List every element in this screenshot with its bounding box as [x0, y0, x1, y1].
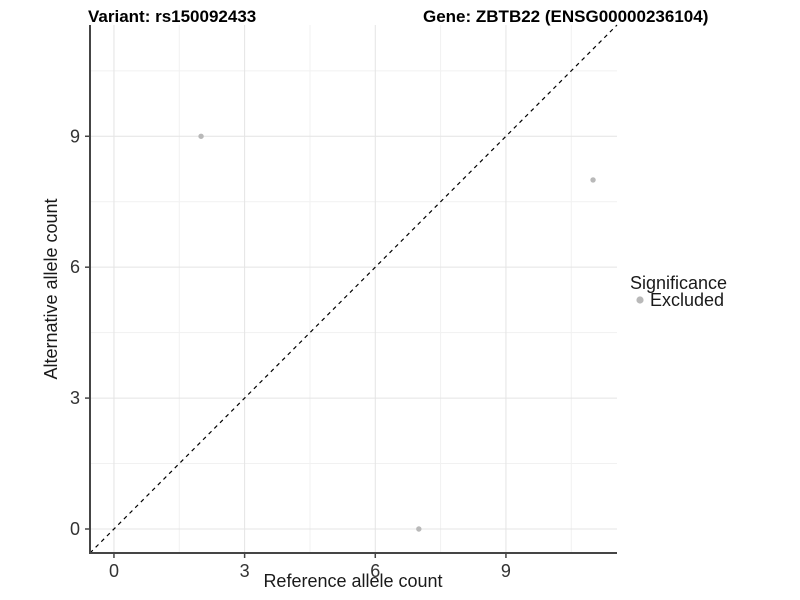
x-axis-title: Reference allele count	[263, 571, 442, 591]
data-point	[416, 526, 422, 532]
legend: Significance Excluded	[630, 273, 727, 310]
identity-line-layer	[89, 24, 618, 554]
identity-line	[89, 24, 618, 554]
tick-marks-layer	[85, 135, 507, 558]
x-tick-label: 6	[370, 561, 380, 581]
legend-label-excluded: Excluded	[650, 290, 724, 310]
data-point	[590, 177, 596, 183]
plot-title-variant: Variant: rs150092433	[88, 7, 256, 26]
y-tick-label: 9	[70, 126, 80, 146]
x-tick-label: 0	[109, 561, 119, 581]
legend-key-excluded-icon	[636, 296, 644, 304]
y-tick-label: 3	[70, 388, 80, 408]
axes-layer	[89, 25, 617, 554]
y-tick-label: 0	[70, 519, 80, 539]
y-axis-title: Alternative allele count	[41, 198, 61, 379]
tick-labels-layer: 0 3 6 9 0 3 6 9	[70, 126, 511, 581]
data-points-layer	[198, 133, 596, 532]
x-tick-label: 9	[501, 561, 511, 581]
plot-title-gene: Gene: ZBTB22 (ENSG00000236104)	[423, 7, 708, 26]
y-tick-label: 6	[70, 257, 80, 277]
data-point	[198, 133, 204, 139]
legend-title: Significance	[630, 273, 727, 293]
minor-gridlines	[90, 25, 617, 553]
x-tick-label: 3	[240, 561, 250, 581]
major-gridlines	[90, 25, 617, 553]
